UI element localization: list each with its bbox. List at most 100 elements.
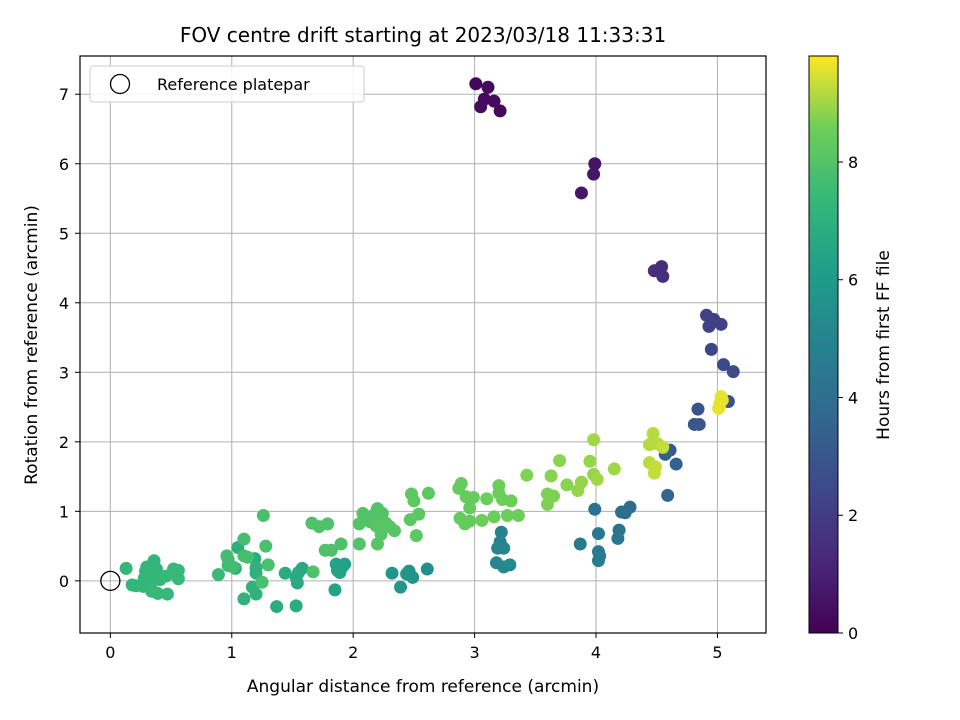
x-tick-label: 3 xyxy=(470,643,480,662)
data-point xyxy=(454,477,468,491)
x-tick-label: 1 xyxy=(227,643,237,662)
colorbar-label: Hours from first FF file xyxy=(874,250,894,440)
legend-box xyxy=(89,65,365,103)
data-point xyxy=(421,486,435,500)
data-point xyxy=(511,509,525,523)
data-point xyxy=(321,517,335,531)
data-point xyxy=(249,587,263,601)
data-point xyxy=(588,502,602,516)
data-point xyxy=(487,510,501,524)
x-axis-label: Angular distance from reference (arcmin) xyxy=(247,677,599,697)
data-point xyxy=(661,488,675,502)
grid xyxy=(80,56,766,633)
data-point xyxy=(237,592,251,606)
data-point xyxy=(717,358,731,372)
chart-title: FOV centre drift starting at 2023/03/18 … xyxy=(180,23,666,47)
data-point xyxy=(702,319,716,333)
data-point xyxy=(691,402,705,416)
data-points xyxy=(100,77,740,614)
data-point xyxy=(400,567,414,581)
data-point xyxy=(669,457,683,471)
data-point xyxy=(270,600,284,614)
data-point xyxy=(352,517,366,531)
data-point xyxy=(261,558,275,572)
data-point xyxy=(475,513,489,527)
data-point xyxy=(692,417,706,431)
y-tick-label: 2 xyxy=(59,433,69,452)
data-point xyxy=(466,490,480,504)
colorbar-tick-label: 4 xyxy=(848,388,858,407)
colorbar-tick-label: 6 xyxy=(848,271,858,290)
data-point xyxy=(480,492,494,506)
data-point xyxy=(290,576,304,590)
data-point xyxy=(289,599,303,613)
data-point xyxy=(328,583,342,597)
data-point xyxy=(407,494,421,508)
y-tick-label: 6 xyxy=(59,155,69,174)
data-point xyxy=(463,501,477,515)
data-point xyxy=(500,509,514,523)
reference-point-marker xyxy=(100,570,121,592)
data-point xyxy=(574,475,588,489)
y-tick-label: 5 xyxy=(59,224,69,243)
y-tick-label: 4 xyxy=(59,294,69,313)
data-point xyxy=(646,426,660,440)
data-point xyxy=(544,469,558,483)
data-point xyxy=(587,167,601,181)
data-point xyxy=(588,157,602,171)
data-point xyxy=(704,342,718,356)
legend: Reference platepar xyxy=(89,65,365,103)
data-point xyxy=(151,586,165,600)
colorbar-tick-label: 2 xyxy=(848,506,858,525)
data-point xyxy=(656,269,670,283)
data-point xyxy=(278,566,292,580)
y-tick-label: 7 xyxy=(59,85,69,104)
data-point xyxy=(573,537,587,551)
data-point xyxy=(655,260,669,274)
data-point xyxy=(497,541,511,555)
x-tick-label: 5 xyxy=(712,643,722,662)
data-point xyxy=(714,317,728,331)
data-point xyxy=(611,531,625,545)
data-point xyxy=(241,550,255,564)
y-tick-label: 3 xyxy=(59,363,69,382)
data-point xyxy=(394,580,408,594)
legend-entry-label: Reference platepar xyxy=(157,75,310,94)
data-point xyxy=(574,186,588,200)
data-point xyxy=(211,568,225,582)
data-point xyxy=(553,454,567,468)
data-point xyxy=(385,566,399,580)
y-tick-label: 0 xyxy=(59,572,69,591)
x-tick-label: 2 xyxy=(348,643,358,662)
data-point xyxy=(333,566,347,580)
data-point xyxy=(560,478,574,492)
data-point xyxy=(306,565,320,579)
x-axis-ticks: 0 1 2 3 4 5 xyxy=(105,633,723,662)
data-point xyxy=(256,509,270,523)
legend-reference-marker xyxy=(109,73,131,95)
data-point xyxy=(237,532,251,546)
data-point xyxy=(125,578,139,592)
data-point xyxy=(583,454,597,468)
y-axis-ticks: 0 1 2 3 4 5 6 7 xyxy=(59,85,80,591)
y-axis-label: Rotation from reference (arcmin) xyxy=(22,205,42,485)
data-point xyxy=(469,77,483,91)
x-tick-label: 4 xyxy=(591,643,601,662)
data-point xyxy=(370,537,384,551)
colorbar-tick-label: 0 xyxy=(848,624,858,643)
data-point xyxy=(119,561,133,575)
data-point xyxy=(647,466,661,480)
colorbar xyxy=(808,55,839,634)
data-point xyxy=(387,524,401,538)
data-point xyxy=(409,529,423,543)
data-point xyxy=(171,572,185,586)
data-point xyxy=(591,527,605,541)
data-point xyxy=(590,472,604,486)
data-point xyxy=(520,468,534,482)
data-point xyxy=(481,80,495,94)
data-point xyxy=(463,514,477,528)
data-point xyxy=(160,587,174,601)
data-point xyxy=(504,494,518,508)
data-point xyxy=(352,537,366,551)
